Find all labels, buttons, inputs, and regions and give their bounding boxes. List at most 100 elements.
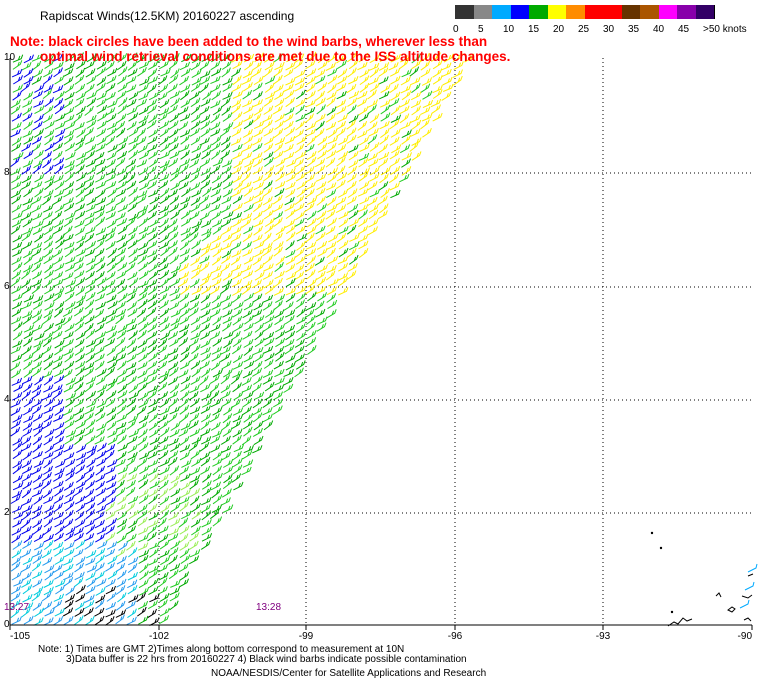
wind-barb [231, 330, 241, 341]
wind-barb [13, 152, 24, 161]
wind-barb [180, 285, 190, 295]
wind-barb [22, 106, 33, 116]
wind-barb [32, 300, 43, 310]
wind-barb [53, 174, 64, 184]
wind-barb [55, 233, 65, 244]
wind-barb [84, 323, 94, 333]
wind-barb [179, 144, 190, 153]
wind-barb [222, 413, 233, 424]
wind-barb [189, 172, 200, 183]
y-tick-label: 4 [4, 394, 10, 405]
wind-barb [117, 495, 128, 505]
wind-barb [116, 346, 127, 356]
wind-barb [157, 517, 167, 528]
wind-barb [21, 211, 32, 221]
wind-barb [86, 53, 97, 63]
wind-barb [94, 562, 105, 572]
wind-barb [96, 316, 108, 325]
wind-barb [274, 113, 285, 123]
wind-barb [230, 233, 242, 243]
wind-barb [263, 105, 274, 115]
wind-barb [336, 232, 347, 243]
wind-barb [347, 263, 358, 272]
wind-barb [316, 240, 328, 250]
wind-barb [346, 127, 357, 138]
wind-barb [96, 165, 107, 175]
wind-barb [43, 105, 54, 115]
wind-barb [86, 564, 98, 573]
wind-barb [200, 309, 211, 318]
wind-barb [189, 158, 200, 168]
wind-barb [243, 426, 253, 437]
wind-barb [23, 120, 33, 130]
wind-barb [11, 142, 22, 152]
wind-barb [314, 128, 325, 139]
wind-barb [241, 172, 251, 183]
wind-barb [221, 249, 232, 259]
wind-barb [107, 517, 117, 528]
wind-barb [96, 98, 107, 108]
wind-barb [264, 165, 275, 176]
wind-barb [295, 360, 306, 370]
wind-barb [304, 144, 315, 153]
wind-barb [64, 593, 76, 603]
wind-barb [367, 152, 378, 161]
wind-barb [116, 511, 127, 521]
wind-barb [137, 473, 148, 483]
wind-barb [127, 547, 138, 558]
wind-barb [116, 524, 127, 535]
wind-barb [43, 617, 54, 626]
wind-barb [65, 279, 77, 288]
wind-barb [159, 99, 170, 109]
wind-barb [190, 269, 201, 280]
wind-barb [159, 466, 170, 475]
wind-barb [85, 549, 97, 559]
wind-barb [147, 285, 158, 296]
wind-barb [106, 219, 117, 229]
wind-barb [223, 338, 233, 349]
wind-barb [180, 150, 190, 160]
wind-barb [21, 142, 32, 152]
wind-barb [188, 352, 199, 363]
wind-barb [96, 120, 107, 130]
wind-barb [41, 591, 52, 602]
wind-barb [11, 256, 22, 266]
wind-barb [315, 120, 325, 131]
wind-barb [115, 562, 126, 573]
wind-barb [86, 399, 97, 408]
wind-barb [21, 518, 31, 529]
wind-barb [286, 271, 297, 281]
wind-barb [62, 407, 74, 416]
wind-barb [201, 519, 212, 528]
wind-barb [305, 99, 316, 108]
wind-barb [146, 226, 157, 236]
wind-barb [11, 203, 22, 213]
wind-barb [147, 279, 158, 288]
wind-barb [210, 188, 221, 198]
wind-barb [169, 195, 180, 206]
wind-barb [252, 61, 262, 71]
wind-barb [201, 53, 212, 62]
wind-barb [220, 135, 231, 146]
wind-barb [106, 413, 117, 424]
wind-barb [432, 75, 443, 85]
coastline-segment [727, 606, 736, 613]
wind-barb [44, 293, 55, 302]
wind-barb [105, 501, 115, 512]
wind-barb [243, 53, 255, 63]
wind-barb [244, 314, 254, 325]
wind-barb [54, 547, 64, 557]
wind-barb [105, 449, 115, 460]
wind-barb [75, 248, 87, 257]
wind-barb [296, 315, 307, 325]
footer-note-2: 3)Data buffer is 22 hrs from 20160227 4)… [66, 654, 467, 665]
wind-barb [180, 390, 190, 401]
wind-barb [181, 187, 191, 198]
wind-barb [54, 301, 65, 311]
wind-barb [222, 427, 233, 437]
wind-barb [170, 488, 181, 498]
wind-barb [181, 510, 192, 520]
wind-barb [116, 555, 127, 565]
wind-barb [10, 128, 21, 138]
wind-barb [388, 62, 399, 71]
